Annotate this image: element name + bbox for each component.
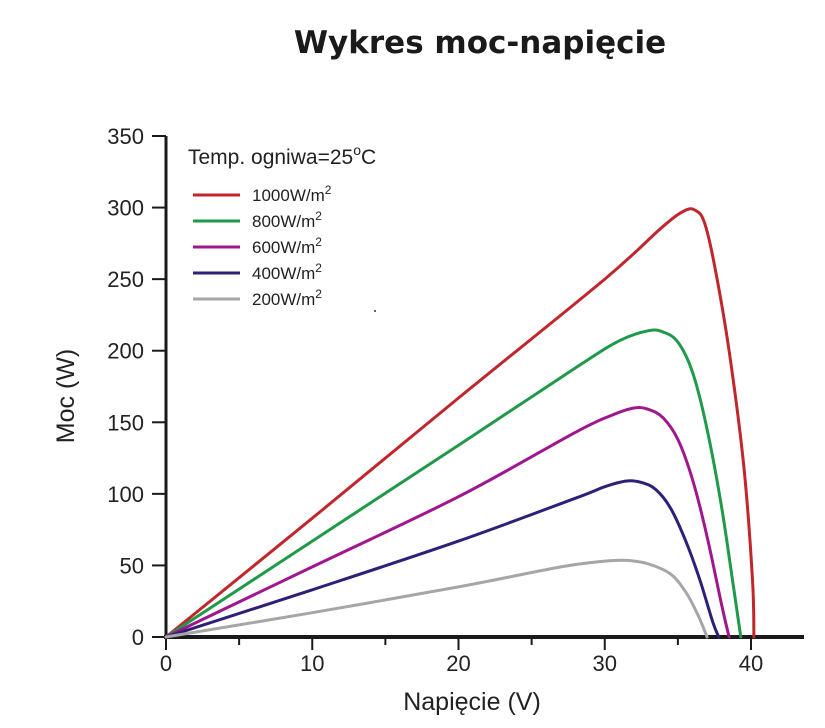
- y-tick-label: 50: [120, 553, 144, 578]
- y-tick-label: 100: [107, 482, 144, 507]
- chart-title: Wykres moc-napięcie: [294, 25, 666, 61]
- x-axis-ticks: 0 10 20 30 40: [160, 637, 763, 676]
- x-tick-label: 0: [160, 651, 172, 676]
- y-axis-label: Moc (W): [52, 349, 80, 443]
- y-tick-label: 250: [107, 267, 144, 292]
- series-lines: [164, 207, 756, 639]
- x-tick-label: 20: [446, 651, 470, 676]
- x-tick-label: 10: [300, 651, 324, 676]
- x-axis-label: Napięcie (V): [403, 688, 541, 716]
- legend-label: 600W/m2: [252, 235, 322, 257]
- x-tick-label: 40: [739, 651, 763, 676]
- series-line: [164, 558, 709, 639]
- legend-label: 200W/m2: [252, 287, 322, 309]
- legend-items: 1000W/m2 800W/m2 600W/m2 400W/m2 200W/m2: [193, 183, 332, 309]
- x-tick-label: 30: [593, 651, 617, 676]
- stray-dot: [374, 310, 376, 312]
- legend-label: 800W/m2: [252, 209, 322, 231]
- legend-label: 400W/m2: [252, 261, 322, 283]
- y-tick-label: 150: [107, 410, 144, 435]
- legend-label: 1000W/m2: [252, 183, 332, 205]
- y-tick-label: 350: [107, 124, 144, 149]
- y-axis-ticks: 0 50 100 150 200 250 300 350: [107, 124, 166, 650]
- series-line: [164, 479, 721, 639]
- legend-title: Temp. ogniwa=25oC: [188, 142, 376, 169]
- y-tick-label: 0: [132, 625, 144, 650]
- legend: Temp. ogniwa=25oC 1000W/m2 800W/m2 600W/m2…: [188, 142, 376, 309]
- series-line: [164, 406, 731, 639]
- series-line: [164, 328, 743, 639]
- series-line: [164, 207, 756, 639]
- y-tick-label: 200: [107, 339, 144, 364]
- y-tick-label: 300: [107, 196, 144, 221]
